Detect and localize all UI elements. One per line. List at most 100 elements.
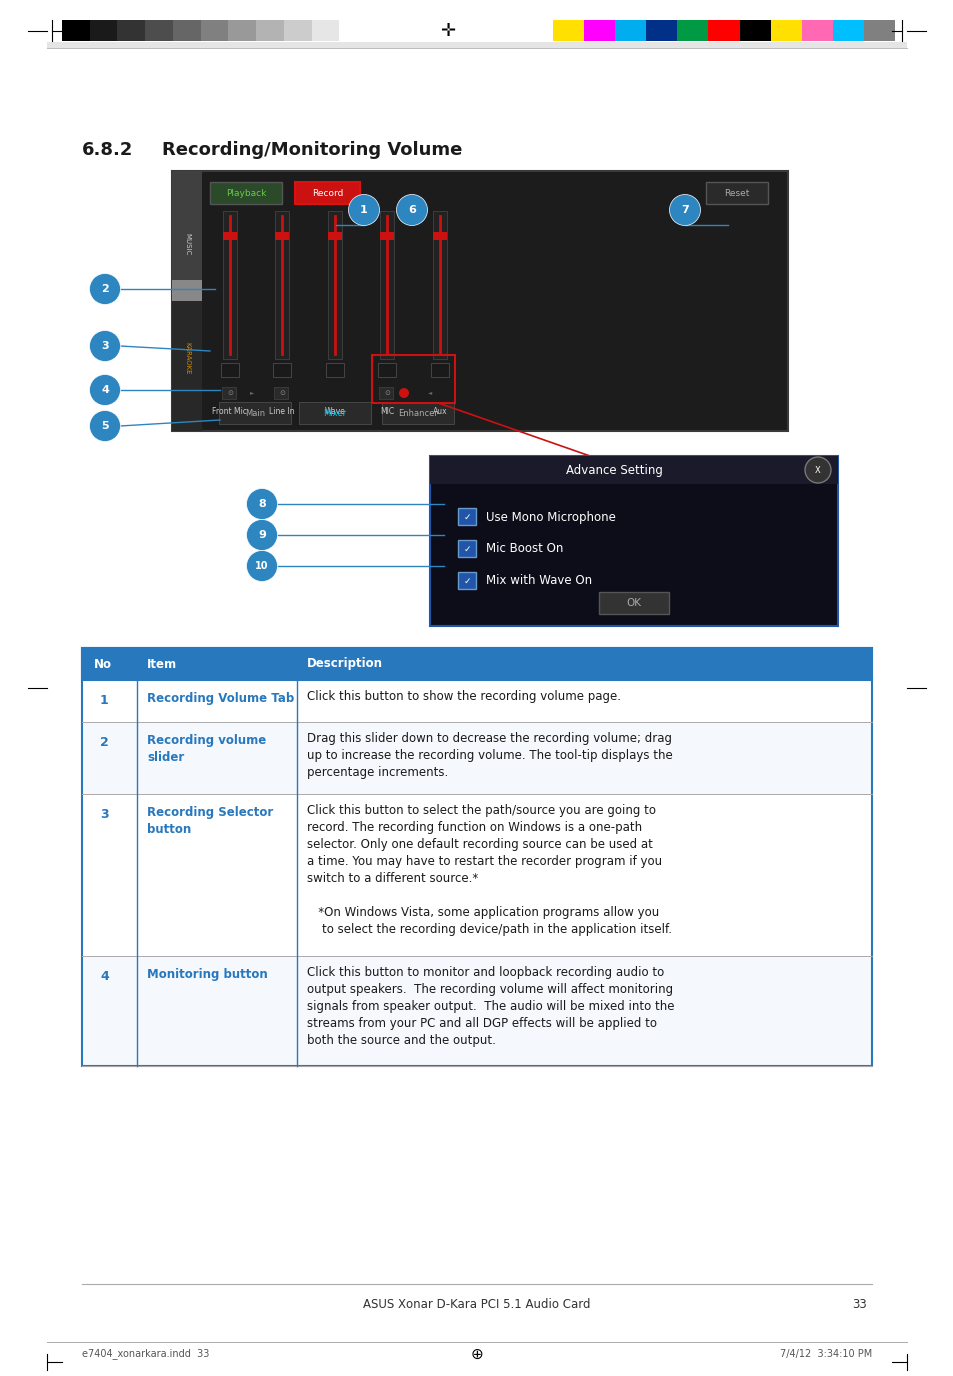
Bar <box>312 21 339 41</box>
Bar <box>339 21 367 41</box>
Bar <box>801 21 832 41</box>
Circle shape <box>90 274 120 304</box>
Text: ✛: ✛ <box>440 22 456 40</box>
Text: ►: ► <box>250 391 253 395</box>
Text: Drag this slider down to decrease the recording volume; drag
up to increase the : Drag this slider down to decrease the re… <box>307 732 672 779</box>
Bar <box>832 21 863 41</box>
Bar <box>273 363 291 377</box>
Text: MIC: MIC <box>379 407 394 416</box>
Text: 7: 7 <box>680 205 688 215</box>
Text: Record: Record <box>312 189 343 198</box>
Text: ◄: ◄ <box>428 391 432 395</box>
Bar <box>430 455 837 626</box>
Text: Mix with Wave On: Mix with Wave On <box>485 575 592 588</box>
Text: Reset: Reset <box>723 189 749 198</box>
Bar <box>172 171 787 431</box>
Bar <box>172 21 200 41</box>
Bar <box>598 592 668 614</box>
Bar <box>430 455 837 484</box>
Text: 2: 2 <box>101 283 109 294</box>
Circle shape <box>804 457 830 483</box>
Bar <box>145 21 172 41</box>
Bar <box>82 648 871 680</box>
Text: 10: 10 <box>255 561 269 571</box>
Text: Front Mic: Front Mic <box>213 407 247 416</box>
Bar <box>298 402 371 424</box>
Bar <box>90 21 117 41</box>
Bar <box>457 572 476 589</box>
Bar <box>328 211 341 359</box>
Text: ⊙: ⊙ <box>384 389 390 396</box>
Text: Playback: Playback <box>226 189 266 198</box>
Bar <box>583 21 615 41</box>
Bar <box>433 211 447 359</box>
Bar <box>372 355 455 403</box>
Bar <box>255 21 284 41</box>
Text: 6: 6 <box>408 205 416 215</box>
Bar <box>378 387 393 399</box>
Bar <box>172 171 202 431</box>
Bar <box>457 539 476 557</box>
Text: 4: 4 <box>101 385 109 395</box>
Bar <box>433 233 447 239</box>
Text: Mic Boost On: Mic Boost On <box>485 542 563 556</box>
Bar <box>228 21 255 41</box>
Bar <box>82 648 871 680</box>
Bar <box>677 21 708 41</box>
Bar <box>739 21 770 41</box>
Text: 33: 33 <box>851 1298 866 1310</box>
Bar <box>326 363 344 377</box>
Text: Recording/Monitoring Volume: Recording/Monitoring Volume <box>162 140 462 160</box>
Text: ⊕: ⊕ <box>470 1347 483 1361</box>
Text: 8: 8 <box>258 499 266 509</box>
Bar <box>770 21 801 41</box>
Bar <box>294 182 359 204</box>
Bar <box>863 21 894 41</box>
Text: KARAOKE: KARAOKE <box>184 343 190 374</box>
Text: Enhancer: Enhancer <box>397 409 437 417</box>
Text: ASUS Xonar D-Kara PCI 5.1 Audio Card: ASUS Xonar D-Kara PCI 5.1 Audio Card <box>363 1298 590 1310</box>
Bar <box>708 21 739 41</box>
Text: Aux: Aux <box>433 407 447 416</box>
Bar <box>431 363 449 377</box>
Bar <box>615 21 645 41</box>
Text: Recording Volume Tab: Recording Volume Tab <box>147 692 294 705</box>
Bar <box>82 956 871 1066</box>
Bar <box>457 508 476 526</box>
Circle shape <box>90 374 120 406</box>
Bar <box>82 680 871 722</box>
Circle shape <box>90 410 120 442</box>
Text: Recording volume
slider: Recording volume slider <box>147 733 266 764</box>
Bar <box>200 21 228 41</box>
Bar <box>82 722 871 794</box>
Circle shape <box>348 194 379 226</box>
Bar <box>210 182 282 204</box>
Text: 2: 2 <box>100 736 109 749</box>
Text: 5: 5 <box>101 421 109 431</box>
Text: 3: 3 <box>101 341 109 351</box>
Text: Monitoring button: Monitoring button <box>147 967 268 981</box>
Text: 1: 1 <box>100 694 109 707</box>
Text: 7/4/12  3:34:10 PM: 7/4/12 3:34:10 PM <box>779 1348 871 1359</box>
Bar <box>172 281 202 301</box>
Bar <box>274 387 288 399</box>
Text: e7404_xonarkara.indd  33: e7404_xonarkara.indd 33 <box>82 1348 209 1359</box>
Text: Advance Setting: Advance Setting <box>565 464 661 476</box>
Text: Click this button to select the path/source you are going to
record. The recordi: Click this button to select the path/sou… <box>307 804 671 936</box>
Text: ⊙: ⊙ <box>279 389 285 396</box>
Bar <box>117 21 145 41</box>
Text: ✓: ✓ <box>463 545 470 553</box>
Circle shape <box>246 520 277 550</box>
Text: Item: Item <box>147 658 177 670</box>
Bar <box>381 402 454 424</box>
Text: Mixer: Mixer <box>323 409 346 417</box>
Text: 9: 9 <box>258 530 266 539</box>
Bar <box>172 171 202 288</box>
Circle shape <box>90 330 120 362</box>
Bar <box>377 363 395 377</box>
Text: ✓: ✓ <box>463 577 470 586</box>
Bar <box>645 21 677 41</box>
Text: OK: OK <box>626 599 640 608</box>
Bar <box>82 648 871 1066</box>
Circle shape <box>246 550 277 582</box>
